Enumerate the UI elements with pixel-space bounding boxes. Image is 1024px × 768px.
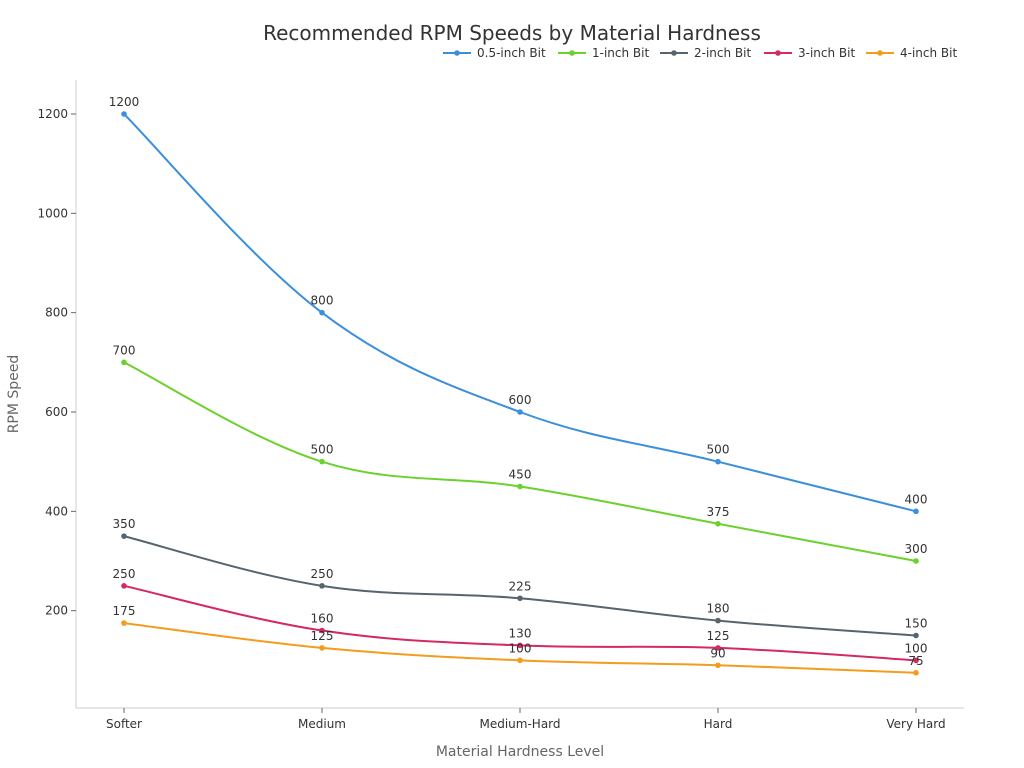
data-point xyxy=(121,533,127,539)
y-tick-label: 1200 xyxy=(37,107,68,121)
series-1 xyxy=(121,111,919,515)
data-label: 800 xyxy=(311,294,334,308)
y-axis-ticks: 200 400 600 800 1000 1200 xyxy=(37,107,76,618)
legend-label: 4-inch Bit xyxy=(900,46,957,60)
data-point xyxy=(319,627,325,634)
data-point xyxy=(913,669,919,676)
data-point xyxy=(913,632,919,639)
y-tick-label: 200 xyxy=(45,604,68,618)
x-axis-title: Material Hardness Level xyxy=(436,744,604,760)
data-label: 400 xyxy=(905,492,928,506)
y-axis-title: RPM Speed xyxy=(6,355,22,434)
data-point xyxy=(715,645,721,651)
data-label: 130 xyxy=(509,626,532,640)
legend-item: 3-inch Bit xyxy=(764,46,855,60)
data-point xyxy=(517,409,523,415)
data-point xyxy=(913,558,919,564)
y-tick-label: 600 xyxy=(45,405,68,419)
x-tick-label: Medium-Hard xyxy=(479,717,560,731)
series-3 xyxy=(121,533,919,639)
y-tick-label: 400 xyxy=(45,504,68,518)
data-label: 500 xyxy=(311,443,334,457)
data-point xyxy=(319,309,325,316)
series-layer xyxy=(121,111,919,676)
legend-swatch-dot xyxy=(775,50,781,56)
x-tick-label: Medium xyxy=(298,717,346,731)
data-point xyxy=(319,583,325,589)
legend-swatch-dot xyxy=(454,50,460,56)
legend-swatch-dot xyxy=(671,50,677,56)
series-5 xyxy=(121,620,919,676)
data-point xyxy=(517,657,523,664)
x-tick-label: Very Hard xyxy=(886,717,945,731)
data-label: 250 xyxy=(113,567,136,581)
data-label: 500 xyxy=(707,443,730,457)
data-label: 150 xyxy=(905,617,928,631)
data-label: 225 xyxy=(509,579,532,593)
data-point xyxy=(121,111,127,117)
data-label: 300 xyxy=(905,542,928,556)
data-point xyxy=(715,520,721,527)
legend-item: 4-inch Bit xyxy=(866,46,957,60)
data-point xyxy=(319,458,325,465)
data-point xyxy=(121,359,127,366)
data-label: 375 xyxy=(707,505,730,519)
data-label: 100 xyxy=(509,641,532,655)
data-label: 250 xyxy=(311,567,334,581)
legend-label: 1-inch Bit xyxy=(592,46,649,60)
data-point xyxy=(715,662,721,669)
data-label: 600 xyxy=(509,393,532,407)
data-label: 350 xyxy=(113,517,136,531)
data-point xyxy=(121,583,127,589)
y-tick-label: 1000 xyxy=(37,206,68,220)
data-label: 700 xyxy=(113,343,136,357)
data-label: 175 xyxy=(113,604,136,618)
series-line xyxy=(123,113,917,513)
data-label: 1200 xyxy=(109,95,140,109)
data-label: 450 xyxy=(509,468,532,482)
data-point xyxy=(319,645,325,651)
series-2 xyxy=(121,359,919,564)
legend-swatch-dot xyxy=(877,50,883,56)
data-point xyxy=(715,458,721,465)
legend-item: 2-inch Bit xyxy=(660,46,751,60)
legend-label: 3-inch Bit xyxy=(798,46,855,60)
data-point xyxy=(121,620,127,626)
data-point xyxy=(715,617,721,624)
data-label: 75 xyxy=(908,654,923,668)
data-label: 125 xyxy=(707,629,730,643)
data-point xyxy=(913,657,919,664)
legend-label: 2-inch Bit xyxy=(694,46,751,60)
data-point xyxy=(913,508,919,515)
legend-item: 1-inch Bit xyxy=(558,46,649,60)
data-label: 125 xyxy=(311,629,334,643)
series-4 xyxy=(121,583,919,664)
data-label: 180 xyxy=(707,602,730,616)
data-labels: 1200 800 600 500 400 700 500 450 375 300 350 250 225… xyxy=(109,95,928,668)
data-point xyxy=(517,642,523,649)
x-tick-label: Hard xyxy=(704,717,733,731)
data-point xyxy=(517,483,523,490)
legend: 0.5-inch Bit 1-inch Bit 2-inch Bit 3-inch B… xyxy=(443,46,957,60)
data-label: 90 xyxy=(710,646,725,660)
legend-label: 0.5-inch Bit xyxy=(477,46,546,60)
data-label: 100 xyxy=(905,641,928,655)
data-point xyxy=(517,595,523,602)
data-label: 160 xyxy=(311,612,334,626)
y-tick-label: 800 xyxy=(45,306,68,320)
x-axis-ticks: Softer Medium Medium-Hard Hard Very Hard xyxy=(106,708,946,731)
legend-swatch-dot xyxy=(569,50,575,56)
x-tick-label: Softer xyxy=(106,717,142,731)
legend-item: 0.5-inch Bit xyxy=(443,46,546,60)
chart-title: Recommended RPM Speeds by Material Hardn… xyxy=(263,21,761,45)
